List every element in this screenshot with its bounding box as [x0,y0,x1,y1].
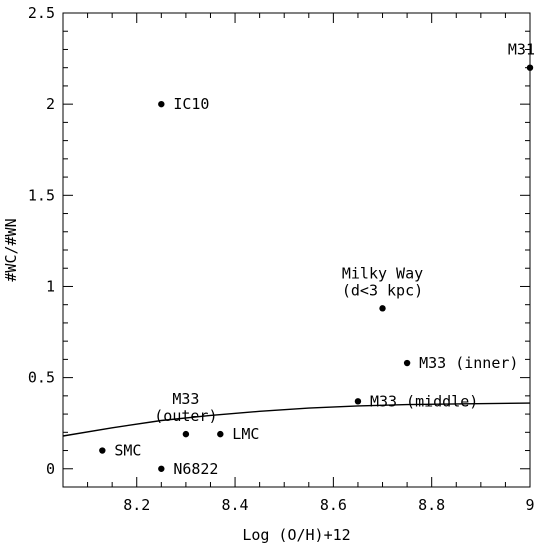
point-label: LMC [232,425,259,443]
y-axis-label: #WC/#WN [2,218,20,281]
data-points [99,64,534,472]
point-label: M33 [172,390,199,408]
data-point [158,100,165,108]
point-label: Milky Way [342,264,423,282]
point-labels: SMC N6822 IC10 M33(outer) LMC M33 (middle) Mil… [114,41,535,478]
data-point [182,430,190,438]
tick-labels: 8.2 8.4 8.6 8.8 9 0 0.5 1 1.5 2 2.5 [28,4,535,514]
point-label: (outer) [154,407,217,425]
point-label: SMC [114,442,141,460]
plot-border [62,12,531,488]
data-point [526,64,534,71]
point-label: IC10 [173,95,209,113]
x-tick-label: 8.2 [123,496,150,514]
model-curve-line [62,402,531,437]
y-tick-label: 2.5 [28,4,55,22]
x-tick-label: 8.4 [222,496,249,514]
x-axis-label: Log (O/H)+12 [242,526,350,544]
point-label: M33 (middle) [370,392,478,410]
y-tick-label: 2 [46,95,55,113]
point-label: N6822 [173,460,218,478]
data-point [403,359,411,367]
data-point [158,465,165,472]
data-point [354,398,362,405]
point-label: (d<3 kpc) [342,281,423,299]
y-tick-label: 0.5 [28,369,55,387]
data-point [99,447,106,454]
plot-frame [62,12,531,488]
point-label: M33 (inner) [419,354,518,372]
x-tick-label: 9 [525,496,534,514]
x-tick-label: 8.6 [320,496,347,514]
x-tick-label: 8.8 [418,496,445,514]
y-tick-label: 1 [46,277,55,295]
point-label: M31 [508,41,535,59]
data-point [217,430,224,438]
y-tick-label: 0 [46,460,55,478]
y-tick-label: 1.5 [28,186,55,204]
model-curve-layer [62,402,531,437]
data-point [379,305,386,312]
axis-ticks [62,12,531,488]
